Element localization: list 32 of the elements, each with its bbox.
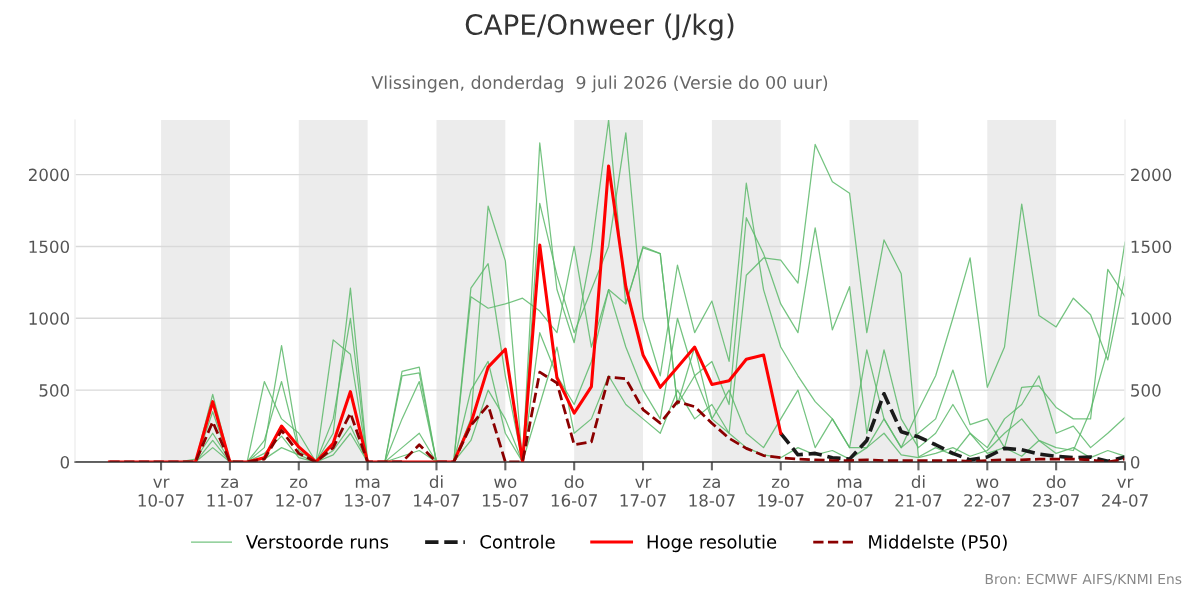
y-tick-label: 1500 [29, 240, 70, 254]
x-tick-label: zo 19-07 [758, 478, 804, 507]
x-tick-label: vr 17-07 [620, 478, 666, 507]
y2-tick-label: 500 [1131, 384, 1161, 397]
x-tick-label: zo 12-07 [276, 478, 322, 507]
x-tick-label: wo 22-07 [964, 478, 1011, 507]
y-tick-label: 500 [39, 384, 70, 397]
x-tick-label: vr 10-07 [138, 478, 184, 507]
x-tick-label: di 14-07 [414, 475, 460, 507]
x-tick-label: wo 15-07 [482, 478, 529, 507]
y2-tick-label: 2000 [1131, 168, 1172, 182]
legend-label: Controle [480, 534, 555, 549]
y-tick-label: 2000 [28, 168, 70, 182]
legend-label: Middelste (P50) [869, 534, 1007, 551]
x-tick-label: do 16-07 [551, 475, 597, 507]
y-tick-label: 0 [60, 455, 70, 469]
x-tick-label: di 21-07 [895, 475, 942, 507]
legend-label: Verstoorde runs [245, 534, 389, 549]
chart-subtitle: Vlissingen, donderdag 9 juli 2026 (Versie do 00 uur) [371, 75, 828, 93]
x-tick-label: do 23-07 [1033, 475, 1079, 507]
x-tick-label: vr 24-07 [1102, 478, 1148, 507]
y-tick-label: 1000 [29, 312, 70, 325]
x-tick-label: za 11-07 [207, 478, 253, 507]
x-tick-label: za 18-07 [689, 478, 735, 507]
chart-title: CAPE/Onweer (J/kg) [465, 13, 734, 41]
legend-label: Hoge resolutie [647, 534, 777, 553]
y2-tick-label: 0 [1130, 455, 1140, 469]
x-tick-label: ma 13-07 [345, 478, 391, 507]
y2-tick-label: 1500 [1131, 240, 1172, 254]
y2-tick-label: 1000 [1131, 312, 1172, 325]
x-tick-label: ma 20-07 [826, 478, 873, 507]
text: Bron: ECMWF AIFS/KNMI Ens [985, 573, 1182, 586]
